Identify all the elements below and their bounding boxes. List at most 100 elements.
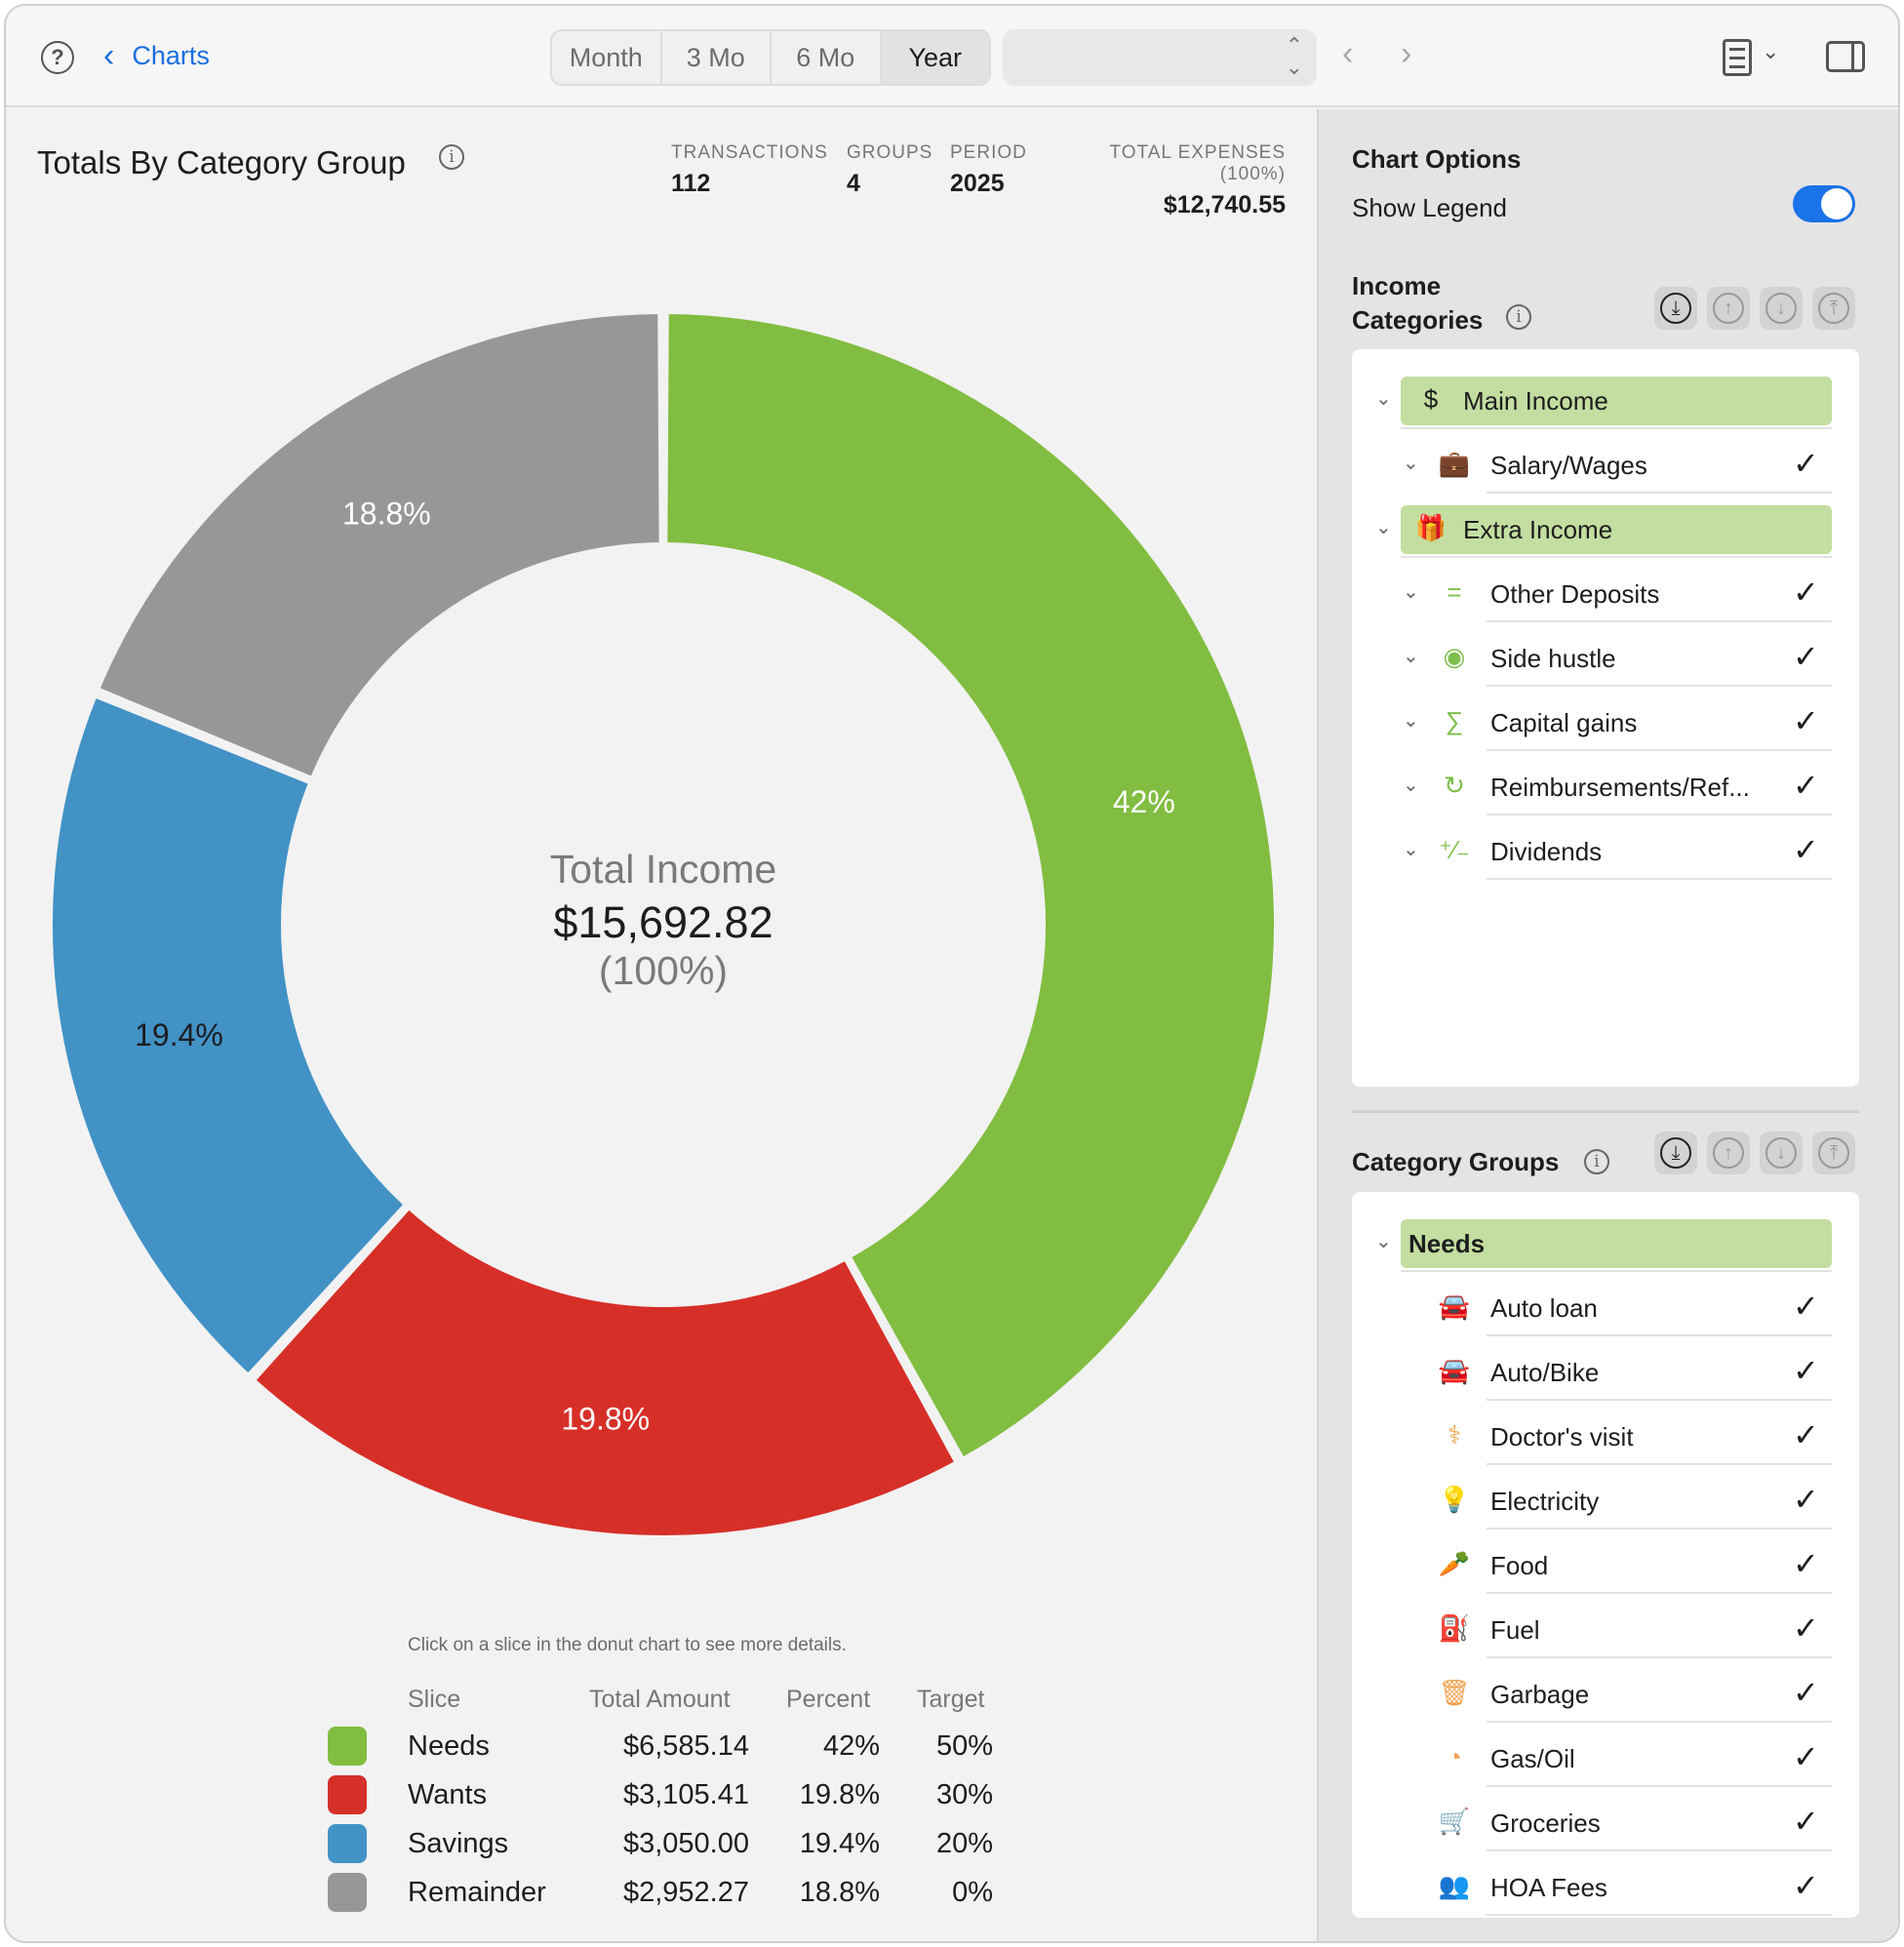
category-row-gas-oil[interactable]: ◔ Gas/Oil ✓ <box>1352 1723 1859 1787</box>
move-down-button[interactable]: ↓ <box>1760 287 1803 330</box>
checkmark-icon[interactable]: ✓ <box>1793 1417 1819 1452</box>
slice-percent-label: 19.8% <box>561 1402 650 1437</box>
move-to-bottom-button[interactable]: ⤓ <box>1654 1132 1697 1174</box>
category-row-auto-loan[interactable]: 🚘 Auto loan ✓ <box>1352 1272 1859 1336</box>
row-label: Salary/Wages <box>1490 451 1647 480</box>
car-icon: 🚘 <box>1438 1355 1471 1385</box>
slice-percent-label: 18.8% <box>342 496 431 531</box>
help-button[interactable]: ? <box>41 41 74 74</box>
segment-month[interactable]: Month <box>552 31 662 84</box>
car-icon: 🚘 <box>1438 1291 1471 1321</box>
legend-row[interactable]: Needs $6,585.14 42% 50% <box>6 1721 1079 1769</box>
group-row-extra-income[interactable]: ⌄ 🎁 Extra Income <box>1352 494 1859 558</box>
period-select[interactable]: ⌃ ⌄ <box>1003 29 1317 86</box>
row-label: Capital gains <box>1490 708 1638 737</box>
toggle-sidebar-icon[interactable] <box>1826 41 1865 72</box>
checkmark-icon[interactable]: ✓ <box>1793 1675 1819 1710</box>
checkmark-icon[interactable]: ✓ <box>1793 1482 1819 1517</box>
chevron-down-icon[interactable]: ⌄ <box>1403 453 1419 474</box>
legend-row[interactable]: Wants $3,105.41 19.8% 30% <box>6 1769 1079 1818</box>
checkmark-icon[interactable]: ✓ <box>1793 575 1819 610</box>
stat-label: TRANSACTIONS <box>671 142 828 163</box>
info-icon[interactable]: i <box>1506 304 1531 330</box>
donut-slice-wants[interactable] <box>252 1206 959 1539</box>
checkmark-icon[interactable]: ✓ <box>1793 1868 1819 1903</box>
next-period-button[interactable]: › <box>1401 35 1412 72</box>
group-row-main-income[interactable]: ⌄ $ Main Income <box>1352 365 1859 429</box>
legend-row[interactable]: Savings $3,050.00 19.4% 20% <box>6 1818 1079 1867</box>
chart-area: Totals By Category Group i TRANSACTIONS … <box>6 109 1315 1941</box>
category-row-reimbursements-ref[interactable]: ⌄ ↻ Reimbursements/Ref... ✓ <box>1352 751 1859 815</box>
show-legend-toggle[interactable] <box>1793 185 1855 222</box>
chevron-down-icon[interactable]: ⌄ <box>1375 1231 1392 1252</box>
move-down-button[interactable]: ↓ <box>1760 1132 1803 1174</box>
category-row-food[interactable]: 🥕 Food ✓ <box>1352 1530 1859 1594</box>
row-separator <box>1401 427 1832 429</box>
segment-6-months[interactable]: 6 Mo <box>772 31 882 84</box>
legend-percent: 19.4% <box>799 1828 880 1859</box>
checkmark-icon[interactable]: ✓ <box>1793 768 1819 803</box>
move-to-top-button[interactable]: ⤒ <box>1812 287 1855 330</box>
row-separator <box>1487 1528 1832 1530</box>
income-title-line-2: Categories <box>1352 305 1484 335</box>
checkmark-icon[interactable]: ✓ <box>1793 1546 1819 1581</box>
donut-slice-remainder[interactable] <box>96 310 663 781</box>
chevron-down-icon[interactable]: ⌄ <box>1403 581 1419 603</box>
segment-3-months[interactable]: 3 Mo <box>662 31 772 84</box>
move-to-bottom-button[interactable]: ⤓ <box>1654 287 1697 330</box>
row-label: Auto/Bike <box>1490 1358 1600 1387</box>
move-to-top-button[interactable]: ⤒ <box>1812 1132 1855 1174</box>
checkmark-icon[interactable]: ✓ <box>1793 703 1819 738</box>
category-row-dividends[interactable]: ⌄ ⁺⁄₋ Dividends ✓ <box>1352 815 1859 880</box>
chevron-down-icon[interactable]: ⌄ <box>1403 646 1419 667</box>
income-title-line-1: Income <box>1352 271 1442 300</box>
checkmark-icon[interactable]: ✓ <box>1793 1804 1819 1839</box>
chevron-down-icon[interactable]: ⌄ <box>1403 775 1419 796</box>
category-row-capital-gains[interactable]: ⌄ ∑ Capital gains ✓ <box>1352 687 1859 751</box>
checkmark-icon[interactable]: ✓ <box>1793 832 1819 867</box>
income-order-buttons: ⤓ ↑ ↓ ⤒ <box>1654 287 1855 330</box>
legend-slice: Remainder <box>408 1877 546 1908</box>
panel-divider <box>1352 1110 1859 1113</box>
checkmark-icon[interactable]: ✓ <box>1793 1739 1819 1774</box>
checkmark-icon[interactable]: ✓ <box>1793 446 1819 481</box>
move-up-button[interactable]: ↑ <box>1707 1132 1750 1174</box>
category-row-fuel[interactable]: ⛽ Fuel ✓ <box>1352 1594 1859 1658</box>
category-row-other-deposits[interactable]: ⌄ = Other Deposits ✓ <box>1352 558 1859 622</box>
sigma-icon: ∑ <box>1445 705 1464 735</box>
row-label: Groceries <box>1490 1808 1601 1838</box>
category-row-doctor-s-visit[interactable]: ⚕ Doctor's visit ✓ <box>1352 1401 1859 1465</box>
chevron-down-icon[interactable]: ⌄ <box>1403 710 1419 732</box>
chevron-down-icon[interactable]: ⌄ <box>1403 839 1419 860</box>
info-icon[interactable]: i <box>1584 1149 1609 1174</box>
category-row-side-hustle[interactable]: ⌄ ◉ Side hustle ✓ <box>1352 622 1859 687</box>
row-separator <box>1401 556 1832 558</box>
checkmark-icon[interactable]: ✓ <box>1793 1610 1819 1646</box>
chevron-down-icon[interactable]: ⌄ <box>1375 517 1392 538</box>
info-icon[interactable]: i <box>439 144 464 170</box>
donut-slice-savings[interactable] <box>49 694 408 1377</box>
plus-minus-icon: ⁺⁄₋ <box>1439 834 1470 864</box>
checkmark-icon[interactable]: ✓ <box>1793 1353 1819 1388</box>
category-row-electricity[interactable]: 💡 Electricity ✓ <box>1352 1465 1859 1530</box>
report-view-icon[interactable] <box>1723 39 1752 76</box>
back-button[interactable]: ‹ Charts <box>103 39 210 72</box>
category-row-salary-wages[interactable]: ⌄ 💼 Salary/Wages ✓ <box>1352 429 1859 494</box>
legend-swatch <box>328 1727 367 1766</box>
chevron-down-icon[interactable]: ⌄ <box>1375 388 1392 410</box>
legend-total: $2,952.27 <box>622 1877 749 1908</box>
checkmark-icon[interactable]: ✓ <box>1793 1289 1819 1324</box>
move-up-button[interactable]: ↑ <box>1707 287 1750 330</box>
previous-period-button[interactable]: ‹ <box>1342 35 1354 72</box>
category-row-auto-bike[interactable]: 🚘 Auto/Bike ✓ <box>1352 1336 1859 1401</box>
checkmark-icon[interactable]: ✓ <box>1793 639 1819 674</box>
row-separator <box>1487 749 1832 751</box>
category-row-garbage[interactable]: 🗑 Garbage ✓ <box>1352 1658 1859 1723</box>
legend-row[interactable]: Remainder $2,952.27 18.8% 0% <box>6 1867 1079 1916</box>
category-row-groceries[interactable]: 🛒 Groceries ✓ <box>1352 1787 1859 1851</box>
segment-year[interactable]: Year <box>881 31 989 84</box>
category-row-hoa-fees[interactable]: 👥 HOA Fees ✓ <box>1352 1851 1859 1916</box>
chevron-down-icon[interactable]: ⌄ <box>1762 39 1780 63</box>
donut-slice-needs[interactable] <box>663 310 1278 1461</box>
group-row-needs[interactable]: ⌄ Needs <box>1352 1208 1859 1272</box>
